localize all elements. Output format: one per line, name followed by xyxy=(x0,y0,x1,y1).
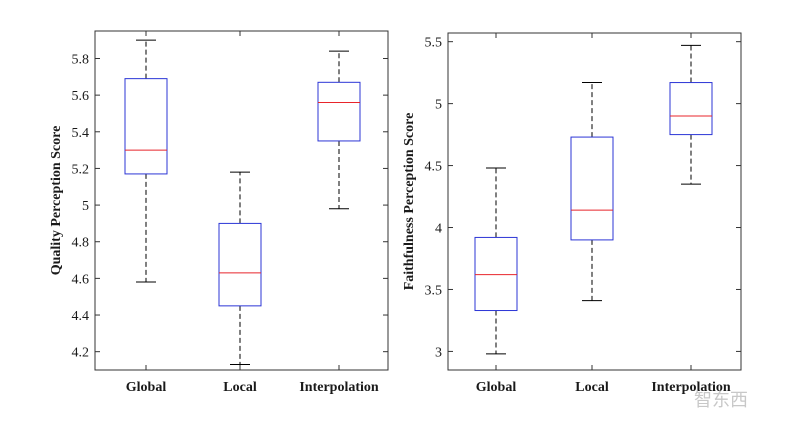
x-tick-label: Local xyxy=(575,380,609,395)
watermark-logo: 智东西 xyxy=(694,390,748,411)
y-tick-label: 5 xyxy=(82,199,89,214)
y-tick-label: 3 xyxy=(435,345,442,360)
iqr-box xyxy=(474,236,518,312)
faithfulness-box-plot: 3 3.5 4 4.5 5 5.5 Global Local Interpolation Fait… xyxy=(402,32,742,395)
box-local xyxy=(570,82,614,302)
box-local xyxy=(218,171,262,366)
y-tick-label: 3.5 xyxy=(425,283,443,298)
box-interpolation xyxy=(317,50,361,210)
x-tick-label: Local xyxy=(223,380,257,395)
quality-box-plot: 4.2 4.4 4.6 4.8 5 5.2 5.4 5.6 5.8 Global Local Inte… xyxy=(49,30,389,395)
x-tick-label: Interpolation xyxy=(299,380,379,395)
iqr-box xyxy=(218,222,262,307)
y-tick-label: 5.4 xyxy=(72,126,90,141)
box-global xyxy=(474,167,518,355)
x-tick-label: Global xyxy=(476,380,517,395)
y-tick-label: 5 xyxy=(435,98,442,113)
box-interpolation xyxy=(669,44,713,185)
box-global xyxy=(124,39,168,283)
y-tick-label: 4 xyxy=(435,222,442,237)
plot-frame xyxy=(447,32,742,371)
y-tick-label: 4.8 xyxy=(72,236,90,251)
y-tick-label: 4.5 xyxy=(425,160,443,175)
y-tick-label: 5.6 xyxy=(72,89,90,104)
plot-frame xyxy=(94,30,389,371)
x-tick-label: Interpolation xyxy=(651,380,731,395)
y-tick-label: 5.8 xyxy=(72,52,90,67)
y-tick-label: 4.2 xyxy=(72,346,90,361)
iqr-box xyxy=(570,136,614,241)
y-tick-label: 5.2 xyxy=(72,162,90,177)
iqr-box xyxy=(317,81,361,142)
y-axis-label: Quality Perception Score xyxy=(49,126,64,276)
y-tick-label: 4.6 xyxy=(72,272,90,287)
y-tick-label: 5.5 xyxy=(425,36,443,51)
y-axis-label: Faithfulness Perception Score xyxy=(402,113,417,291)
x-tick-label: Global xyxy=(126,380,167,395)
y-tick-label: 4.4 xyxy=(72,309,90,324)
iqr-box xyxy=(669,82,713,136)
iqr-box xyxy=(124,78,168,175)
